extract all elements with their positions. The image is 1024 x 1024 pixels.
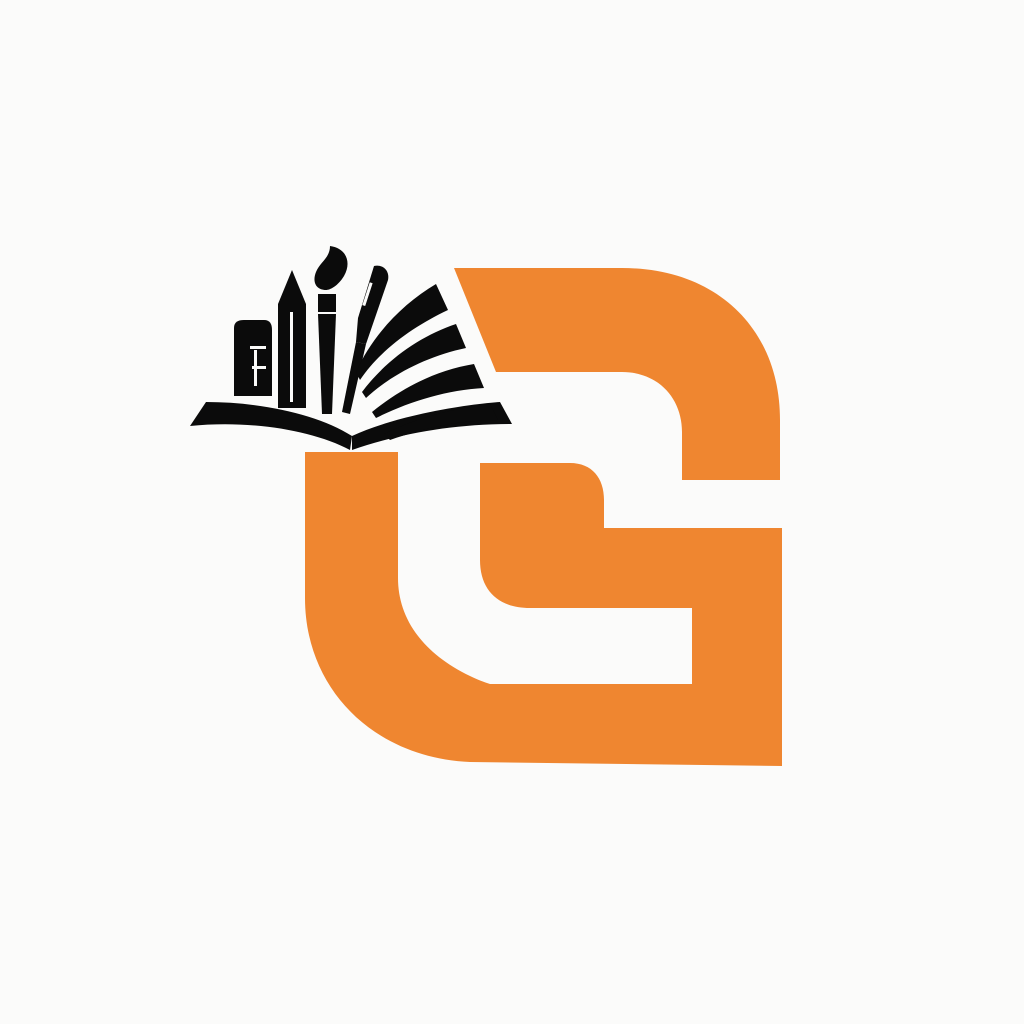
book-with-stationery-icon bbox=[190, 246, 512, 450]
paint-brush-icon bbox=[314, 246, 348, 290]
ruler-icon bbox=[234, 320, 272, 396]
page-stripe-3 bbox=[372, 364, 484, 418]
pen-icon bbox=[356, 265, 389, 344]
page-stripe-2 bbox=[362, 324, 466, 398]
g-lettermark bbox=[305, 268, 782, 766]
page-stripe-4 bbox=[384, 404, 498, 440]
page-stripe-1 bbox=[356, 284, 448, 380]
book-left-page bbox=[190, 402, 352, 450]
